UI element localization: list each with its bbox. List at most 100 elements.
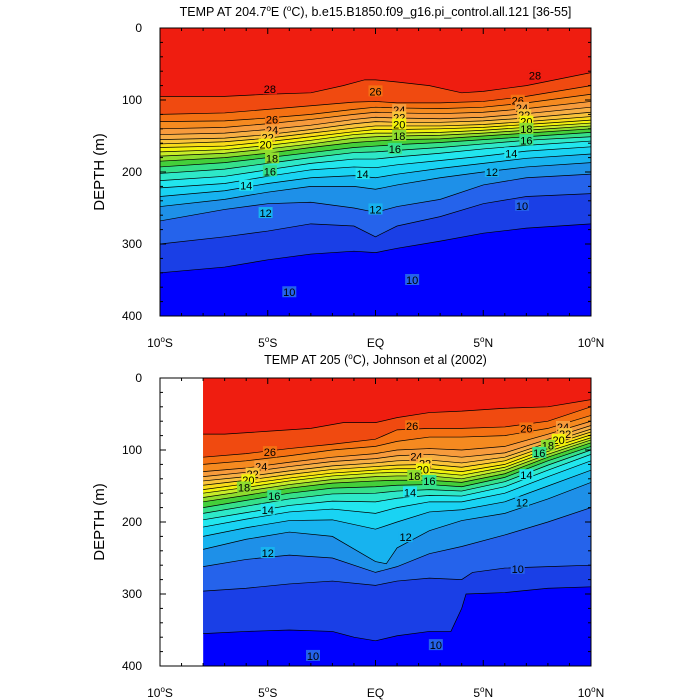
y-tick-label: 100: [122, 93, 142, 107]
contour-label-bg: [258, 207, 273, 219]
contour-label: 26: [369, 86, 381, 98]
x-tick-label: EQ: [367, 686, 384, 700]
isotherm-line-11: [203, 507, 591, 573]
x-tick-label: 5oN: [473, 685, 493, 700]
isotherm-line-25: [203, 420, 591, 472]
isotherm-line-21: [203, 434, 591, 490]
contour-label-bg: [519, 115, 534, 127]
contour-label-bg: [532, 446, 547, 458]
contour-label: 16: [533, 448, 545, 460]
contour-label: 16: [389, 144, 401, 156]
isotherm-line-15: [203, 453, 591, 521]
isotherm-line-16: [203, 449, 591, 514]
contour-label: 16: [520, 135, 532, 147]
contour-label-bg: [519, 469, 534, 481]
isotherm-line-22: [203, 431, 591, 486]
isotherm-line-9: [160, 223, 591, 274]
contour-label: 12: [259, 208, 271, 220]
y-tick-label: 400: [122, 309, 142, 323]
y-tick-label: 100: [122, 443, 142, 457]
y-tick-label: 200: [122, 165, 142, 179]
isotherm-line-27: [160, 85, 591, 115]
contour-label: 12: [516, 498, 528, 510]
isotherm-line-23: [160, 111, 591, 140]
contour-label-bg: [239, 179, 254, 191]
contour-label: 14: [520, 470, 532, 482]
contour-label-bg: [387, 142, 402, 154]
x-tick-label: 5oS: [258, 685, 277, 700]
contour-label-bg: [368, 203, 383, 215]
contour-label-bg: [355, 168, 370, 180]
contour-label: 28: [264, 84, 276, 96]
isotherm-line-14: [160, 146, 591, 189]
contour-label: 16: [423, 476, 435, 488]
contour-label-bg: [519, 422, 534, 434]
isotherm-line-26: [160, 93, 591, 122]
isotherm-line-23: [203, 428, 591, 482]
contour-label-bg: [515, 101, 530, 113]
contour-label: 28: [529, 71, 541, 83]
contour-label-bg: [510, 562, 525, 574]
contour-label: 14: [240, 181, 252, 193]
isotherm-line-20: [160, 122, 591, 153]
y-tick-label: 200: [122, 515, 142, 529]
contour-label-bg: [245, 467, 260, 479]
contour-label-bg: [392, 118, 407, 130]
chart-title: TEMP AT 204.7oE (oC), b.e15.B1850.f09_g1…: [180, 4, 572, 19]
contour-label-bg: [265, 113, 280, 125]
contour-label-bg: [422, 474, 437, 486]
isotherm-line-25: [160, 101, 591, 130]
isotherm-line-22: [160, 116, 591, 145]
contour-label-bg: [260, 503, 275, 515]
contour-label-bg: [254, 460, 269, 472]
isotherm-line-26: [203, 415, 591, 465]
contour-label: 18: [520, 124, 532, 136]
isotherm-line-24: [203, 425, 591, 477]
contour-label-bg: [555, 420, 570, 432]
contour-label-bg: [306, 649, 321, 661]
y-axis-label: DEPTH (m): [91, 133, 108, 211]
isotherm-line-28: [203, 399, 591, 435]
contour-label-bg: [540, 439, 555, 451]
contour-label-bg: [392, 104, 407, 116]
temperature-field: [203, 378, 591, 666]
contour-label: 18: [266, 153, 278, 165]
y-tick-label: 300: [122, 237, 142, 251]
contour-label: 18: [238, 482, 250, 494]
contour-label-bg: [402, 486, 417, 498]
contour-label-bg: [428, 639, 443, 651]
chart-title: TEMP AT 205 (oC), Johnson et al (2002): [264, 352, 487, 367]
x-tick-label: 10oN: [578, 685, 604, 700]
contour-label-bg: [265, 152, 280, 164]
isotherm-line-10: [160, 193, 591, 245]
isotherm-line-19: [160, 125, 591, 157]
isotherm-line-9: [203, 586, 591, 642]
contour-label: 10: [283, 287, 295, 299]
isotherm-line-18: [160, 128, 591, 162]
contour-label-bg: [237, 481, 252, 493]
x-tick-label: 10oN: [578, 335, 604, 350]
contour-label: 18: [408, 471, 420, 483]
isotherm-line-12: [203, 482, 591, 565]
isotherm-line-24: [160, 106, 591, 135]
contour-label: 14: [262, 505, 274, 517]
contour-label-bg: [510, 94, 525, 106]
isotherm-line-14: [203, 460, 591, 528]
isotherm-line-17: [160, 132, 591, 168]
contour-label-bg: [405, 420, 420, 432]
contour-label: 14: [356, 169, 368, 181]
contour-label-bg: [368, 85, 383, 97]
contour-label: 26: [520, 423, 532, 435]
contour-label: 26: [266, 114, 278, 126]
contour-label-bg: [504, 147, 519, 159]
isotherm-line-19: [203, 439, 591, 498]
contour-label: 20: [553, 435, 565, 447]
y-tick-label: 400: [122, 659, 142, 673]
contour-label: 10: [406, 275, 418, 287]
contour-label: 14: [404, 487, 416, 499]
contour-label-bg: [415, 463, 430, 475]
contour-label: 20: [259, 140, 271, 152]
contour-label: 12: [262, 548, 274, 560]
contour-label-bg: [262, 446, 277, 458]
